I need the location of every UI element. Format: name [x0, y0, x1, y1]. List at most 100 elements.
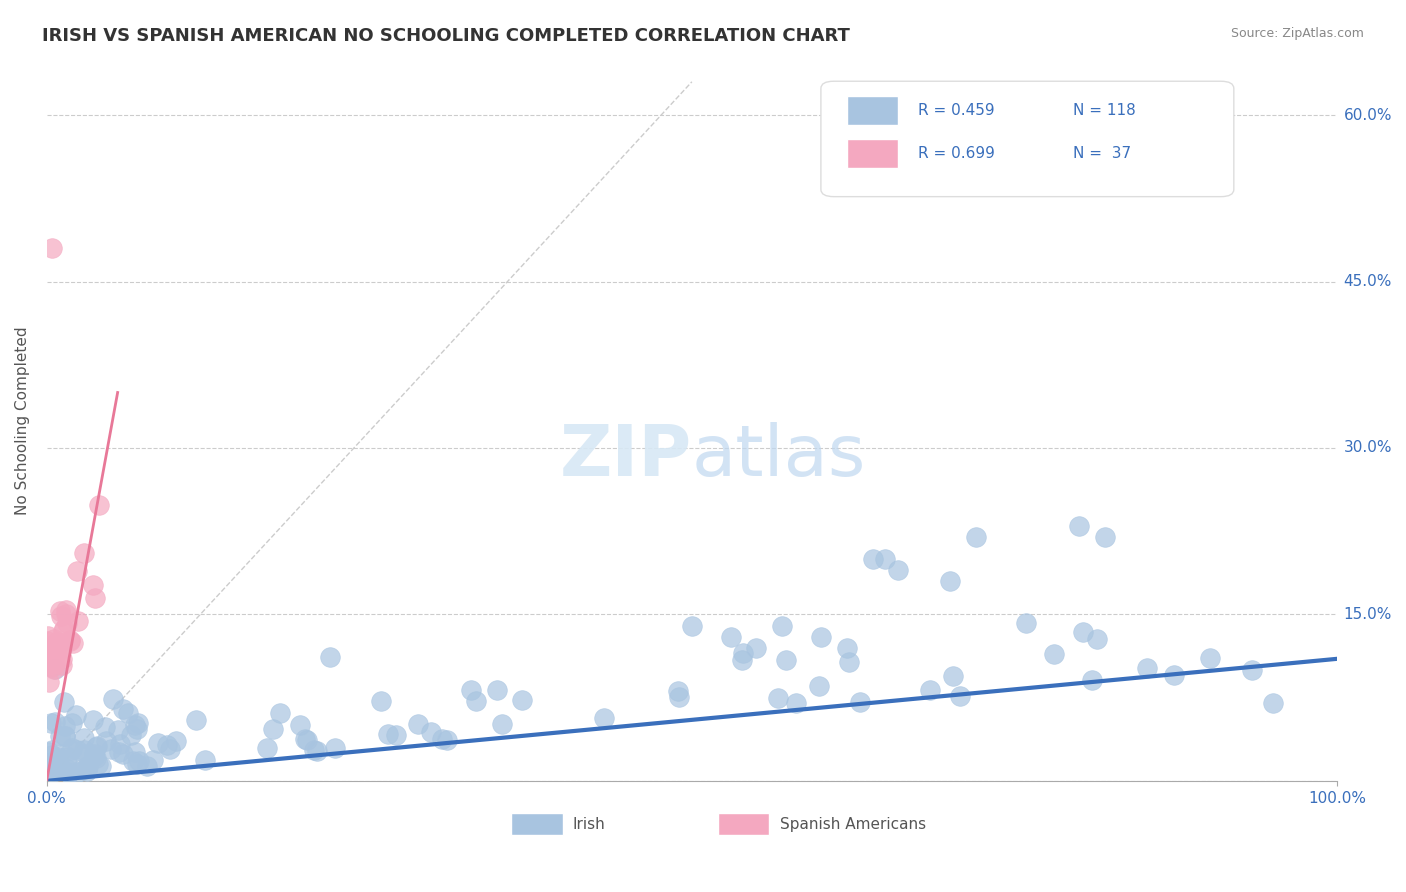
Point: [117, 706, 139, 720]
Point: [849, 695, 872, 709]
Point: [75, 747, 97, 761]
Point: [127, 715, 149, 730]
Point: [84, 751, 107, 765]
Point: [377, 727, 399, 741]
Point: [949, 689, 972, 703]
Point: [720, 630, 742, 644]
FancyBboxPatch shape: [821, 81, 1234, 196]
Point: [58, 766, 80, 780]
Point: [1163, 667, 1185, 681]
Point: [82, 578, 104, 592]
Point: [100, 741, 122, 756]
Point: [124, 718, 146, 732]
Point: [1241, 663, 1264, 677]
Bar: [717, 814, 769, 835]
Point: [38, 643, 60, 657]
Point: [37, 633, 59, 648]
Point: [51, 657, 73, 672]
Point: [159, 741, 181, 756]
Point: [37, 756, 59, 770]
Point: [89, 498, 111, 512]
Point: [941, 669, 963, 683]
Point: [835, 640, 858, 655]
Point: [59, 634, 82, 648]
Point: [41, 762, 63, 776]
Point: [108, 745, 131, 759]
Point: [838, 656, 860, 670]
Point: [101, 691, 124, 706]
Point: [785, 696, 807, 710]
Point: [37, 657, 59, 671]
Point: [42, 632, 65, 646]
Point: [370, 694, 392, 708]
Text: 60.0%: 60.0%: [1344, 108, 1392, 122]
Text: R = 0.459: R = 0.459: [918, 103, 994, 118]
Point: [810, 630, 832, 644]
Point: [37, 760, 59, 774]
Point: [73, 731, 96, 745]
Point: [465, 694, 488, 708]
Point: [112, 747, 135, 761]
Point: [65, 707, 87, 722]
Point: [42, 657, 65, 671]
Point: [52, 624, 75, 638]
Point: [37, 629, 59, 643]
Point: [731, 646, 754, 660]
Point: [41, 748, 63, 763]
Point: [82, 713, 104, 727]
Point: [66, 743, 89, 757]
Point: [38, 675, 60, 690]
Point: [84, 739, 107, 754]
Point: [38, 745, 60, 759]
Point: [965, 530, 987, 544]
Point: [666, 684, 689, 698]
Point: [120, 728, 142, 742]
Text: 30.0%: 30.0%: [1344, 441, 1392, 456]
Point: [67, 765, 90, 780]
Point: [87, 757, 110, 772]
Point: [111, 701, 134, 715]
Point: [1085, 632, 1108, 646]
Point: [262, 723, 284, 737]
Point: [491, 717, 513, 731]
Point: [51, 652, 73, 666]
Point: [53, 719, 76, 733]
Point: [808, 679, 831, 693]
Point: [862, 552, 884, 566]
Point: [1094, 530, 1116, 544]
Text: N =  37: N = 37: [1073, 146, 1130, 161]
Point: [730, 653, 752, 667]
Point: [49, 604, 72, 618]
Point: [73, 762, 96, 776]
Point: [83, 748, 105, 763]
Text: atlas: atlas: [692, 422, 866, 491]
Point: [294, 732, 316, 747]
Point: [165, 734, 187, 748]
Point: [60, 715, 83, 730]
Point: [156, 738, 179, 752]
Bar: [512, 814, 562, 835]
Text: Irish: Irish: [572, 817, 605, 831]
Point: [96, 734, 118, 748]
Point: [44, 662, 66, 676]
Point: [432, 731, 454, 746]
Point: [53, 622, 76, 636]
Bar: [846, 139, 898, 168]
Point: [38, 650, 60, 665]
Point: [668, 690, 690, 705]
Point: [46, 637, 69, 651]
Point: [775, 653, 797, 667]
Point: [124, 745, 146, 759]
Point: [65, 564, 87, 578]
Point: [41, 660, 63, 674]
Point: [1199, 651, 1222, 665]
Point: [295, 732, 318, 747]
Point: [38, 763, 60, 777]
Point: [39, 715, 62, 730]
Point: [41, 742, 63, 756]
Point: [55, 762, 77, 776]
Point: [1136, 661, 1159, 675]
Point: [110, 737, 132, 751]
Bar: [846, 95, 898, 125]
Point: [56, 749, 79, 764]
